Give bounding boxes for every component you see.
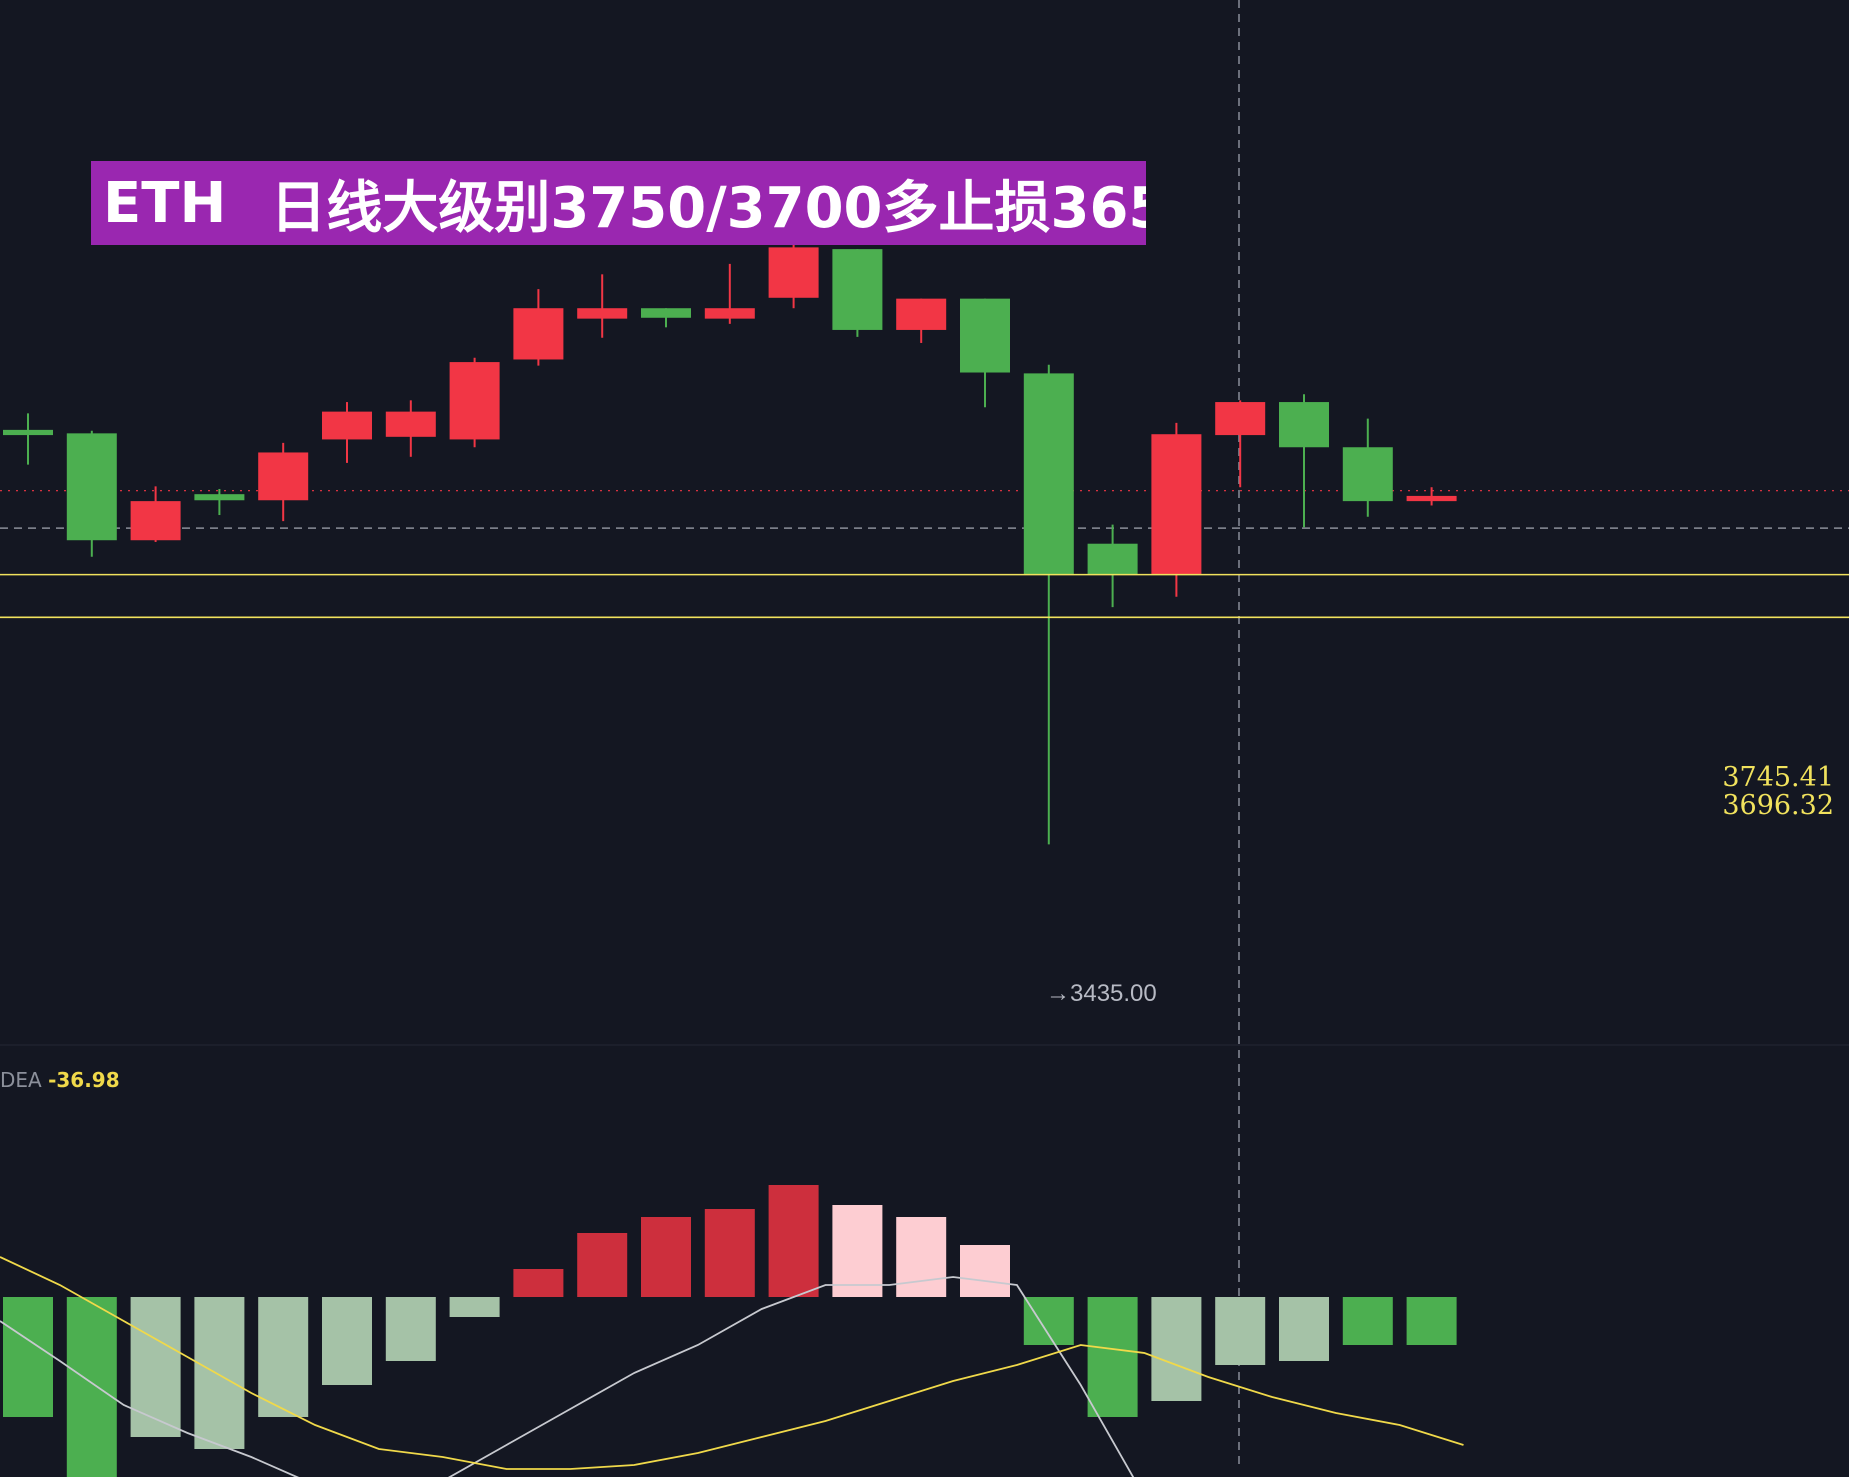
histogram-bar [1279, 1297, 1329, 1361]
dea-line [0, 1256, 1464, 1470]
candle-body [385, 411, 436, 437]
histogram-bar [322, 1297, 372, 1385]
histogram-bar [1215, 1297, 1266, 1365]
histogram-bar [1406, 1297, 1457, 1345]
candle-body [258, 452, 309, 501]
histogram-bar [577, 1233, 628, 1297]
candle-body [130, 501, 181, 541]
histogram-bar [258, 1297, 309, 1417]
candle-body [1406, 495, 1457, 502]
dea-value: -36.98 [48, 1068, 120, 1092]
candle-body [322, 411, 372, 440]
dea-key: DEA [0, 1068, 42, 1092]
histogram-bar [768, 1185, 819, 1297]
candle-body [1151, 434, 1202, 575]
candle-body [66, 433, 117, 541]
histogram-bar [3, 1297, 53, 1417]
candle-body [1023, 373, 1074, 575]
candle-body [1215, 402, 1266, 436]
histogram-bar [1087, 1297, 1138, 1417]
candle-body [768, 247, 819, 298]
candle-body [577, 308, 628, 319]
histogram-bar [385, 1297, 436, 1361]
candle-body [1342, 447, 1393, 502]
histogram-bar [449, 1297, 500, 1317]
histogram-bar [130, 1297, 181, 1437]
candle-body [832, 249, 883, 330]
candle-body [513, 308, 564, 360]
histogram-bar [1023, 1297, 1074, 1345]
candle-body [896, 298, 947, 330]
candle-body [960, 298, 1010, 373]
candle-body [3, 429, 53, 436]
price-levels [0, 573, 1849, 619]
banner-text: 日线大级别3750/3700多止损3650 [270, 175, 1146, 241]
histogram-bar [896, 1217, 947, 1297]
candles [3, 244, 1457, 845]
candle-body [704, 308, 755, 319]
histogram-bar [1342, 1297, 1393, 1345]
candle-body [1279, 402, 1329, 448]
title-banner: ETH 日线大级别3750/3700多止损3650 [91, 161, 1146, 245]
banner-symbol: ETH [103, 170, 227, 236]
histogram-bar [1151, 1297, 1202, 1401]
lower-level-label: 3696.32 [1722, 790, 1834, 821]
histogram-bar [194, 1297, 245, 1449]
low-marker-label: →3435.00 [1046, 980, 1157, 1007]
histogram-bar [513, 1269, 564, 1297]
histogram-bar [641, 1217, 691, 1297]
dif-line [0, 1276, 1135, 1477]
macd-histogram [3, 1185, 1457, 1477]
candle-body [449, 362, 500, 440]
histogram-bar [704, 1209, 755, 1297]
histogram-bar [66, 1297, 117, 1477]
candle-body [641, 308, 691, 318]
candle-body [194, 494, 245, 501]
candle-body [1087, 543, 1138, 575]
histogram-bar [832, 1205, 883, 1297]
dea-readout: DEA -36.98 [0, 1068, 120, 1092]
macd-lines [0, 1256, 1464, 1477]
upper-level-label: 3745.41 [1722, 762, 1834, 793]
histogram-bar [960, 1245, 1010, 1297]
